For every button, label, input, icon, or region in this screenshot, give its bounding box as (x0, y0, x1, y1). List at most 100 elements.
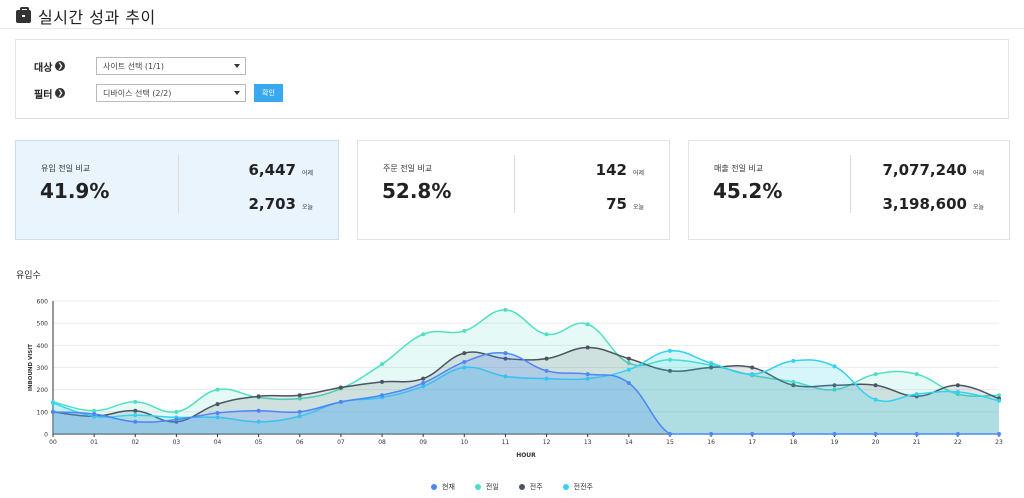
data-point-current (832, 432, 837, 436)
data-point-two_weeks (585, 376, 590, 381)
legend-dot-icon (474, 484, 481, 490)
legend-dot-icon (431, 484, 437, 490)
data-point-prev_day (585, 322, 590, 327)
data-point-current (997, 432, 1001, 436)
data-point-prev_week (873, 383, 878, 388)
x-tick-label: 09 (419, 439, 427, 446)
x-tick-label: 13 (584, 439, 592, 446)
card-divider (514, 155, 515, 213)
target-row: 대상 ❯ 사이트 선택 (1/1) (34, 57, 246, 75)
target-select-value: 사이트 선택 (1/1) (103, 61, 165, 71)
data-point-current (667, 432, 672, 436)
device-select[interactable]: 디바이스 선택 (2/2) (96, 84, 246, 102)
data-point-prev_week (503, 356, 508, 361)
y-axis-title: INBOUND VISIT (28, 344, 34, 391)
legend-label: 전일 (485, 483, 499, 491)
caret-down-icon (234, 64, 240, 68)
x-tick-label: 06 (296, 439, 304, 446)
x-tick-label: 21 (913, 439, 921, 446)
today-value: 75 (606, 195, 627, 213)
chart-title: 유입수 (16, 271, 41, 281)
data-point-prev_week (667, 368, 672, 373)
x-tick-label: 23 (995, 439, 1003, 446)
yesterday-unit: 어제 (972, 170, 984, 177)
card-sales-compare[interactable]: 매출 전일 비교 45.2% 7,077,240 어제 3,198,600 오늘 (688, 140, 1010, 240)
series-line-prev_week (52, 346, 1000, 423)
card-order-compare[interactable]: 주문 전일 비교 52.8% 142 어제 75 오늘 (357, 140, 670, 240)
y-tick-label: 400 (37, 343, 49, 350)
x-tick-label: 17 (748, 439, 756, 446)
legend-label: 전주 (529, 483, 543, 491)
data-point-current (338, 399, 343, 404)
x-tick-label: 15 (666, 439, 674, 446)
card-label: 주문 전일 비교 (383, 164, 433, 173)
card-inbound-compare[interactable]: 유입 전일 비교 41.9% 6,447 어제 2,703 오늘 (15, 140, 339, 240)
today-unit: 오늘 (301, 204, 313, 211)
data-point-two_weeks (791, 358, 796, 363)
y-tick-label: 100 (37, 409, 49, 416)
chevron-right-icon: ❯ (55, 61, 66, 71)
data-point-prev_day (380, 362, 385, 367)
data-point-two_weeks (544, 376, 549, 381)
data-point-current (380, 393, 385, 398)
data-point-two_weeks (914, 392, 919, 397)
data-point-prev_day (914, 372, 919, 377)
x-tick-label: 07 (337, 439, 345, 446)
data-point-prev_day (462, 328, 467, 333)
legend-item-two_weeks[interactable]: 전전주 (562, 482, 593, 492)
legend-dot-icon (562, 484, 569, 490)
card-yesterday: 6,447 어제 (249, 161, 314, 179)
data-point-prev_week (791, 383, 796, 388)
data-point-prev_week (256, 394, 261, 399)
data-point-prev_week (544, 356, 549, 361)
filter-label: 필터 ❯ (34, 86, 96, 101)
header-divider (0, 28, 1024, 29)
data-point-prev_week (709, 365, 714, 370)
chevron-right-icon: ❯ (55, 88, 66, 98)
data-point-prev_day (791, 379, 796, 384)
filter-row: 필터 ❯ 디바이스 선택 (2/2) 확인 (34, 84, 283, 102)
data-point-prev_day (133, 399, 138, 404)
data-point-two_weeks (51, 400, 55, 405)
data-point-prev_week (462, 351, 467, 356)
data-point-current (955, 432, 960, 436)
chart-legend: 현재 전일 전주 전전주 (0, 482, 1024, 492)
data-point-two_weeks (133, 413, 138, 418)
x-tick-label: 19 (831, 439, 839, 446)
legend-dot-icon (518, 484, 525, 490)
y-tick-label: 500 (37, 321, 49, 328)
data-point-two_weeks (709, 361, 714, 366)
data-point-current (791, 432, 796, 436)
data-point-two_weeks (667, 348, 672, 353)
y-tick-label: 600 (37, 299, 49, 306)
data-point-two_weeks (256, 419, 261, 424)
card-percent: 45.2% (713, 179, 783, 203)
data-point-current (626, 381, 631, 386)
briefcase-icon (16, 6, 31, 23)
data-point-prev_day (873, 372, 878, 377)
confirm-button[interactable]: 확인 (254, 84, 283, 102)
legend-item-prev_week[interactable]: 전주 (518, 482, 543, 492)
x-tick-label: 22 (954, 439, 962, 446)
legend-label: 전전주 (573, 483, 593, 491)
data-point-prev_day (544, 332, 549, 337)
yesterday-value: 142 (595, 161, 627, 179)
today-value: 3,198,600 (882, 195, 967, 213)
today-unit: 오늘 (972, 204, 984, 211)
legend-item-current[interactable]: 현재 (431, 482, 455, 492)
data-point-prev_week (215, 402, 220, 407)
data-point-two_weeks (215, 415, 220, 420)
data-point-current (215, 410, 220, 415)
target-label: 대상 ❯ (34, 59, 96, 74)
data-point-prev_day (215, 387, 220, 392)
data-point-two_weeks (955, 389, 960, 394)
data-point-current (51, 409, 55, 414)
legend-item-prev_day[interactable]: 전일 (474, 482, 499, 492)
y-tick-label: 300 (37, 365, 49, 372)
data-point-current (709, 432, 714, 436)
x-tick-label: 08 (378, 439, 386, 446)
data-point-current (421, 381, 426, 386)
data-point-prev_day (626, 361, 631, 366)
inbound-chart: 0 100 200 300 400 500 600 00 01 02 03 04 05 06 07 08 09 1… (28, 299, 1003, 460)
target-select[interactable]: 사이트 선택 (1/1) (96, 57, 246, 75)
